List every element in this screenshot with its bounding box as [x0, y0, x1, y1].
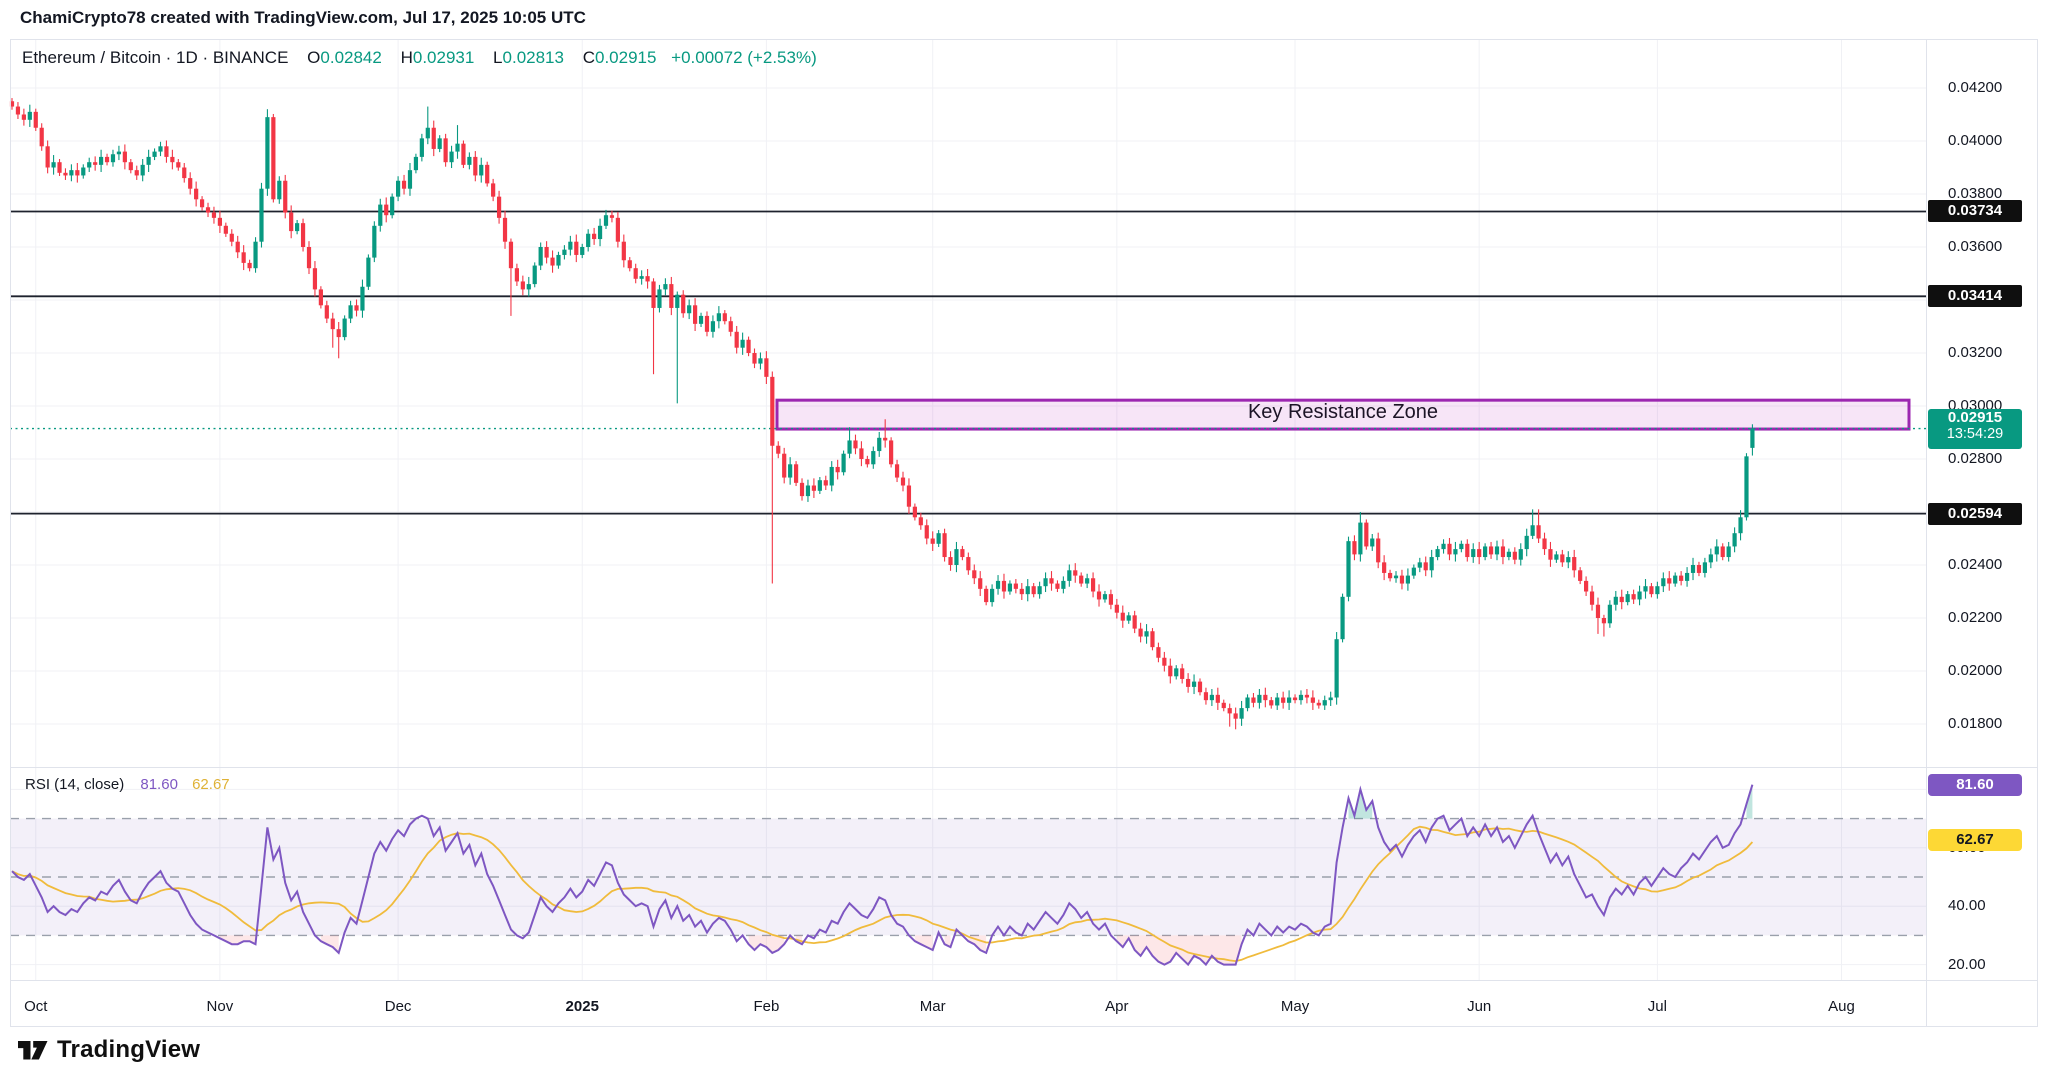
frame-top: [10, 39, 2038, 40]
time-axis-label: Aug: [1828, 998, 1855, 1015]
price-axis-label: 0.03800: [1948, 185, 2003, 202]
bar-countdown: 13:54:29: [1946, 425, 2004, 442]
level-price-badge: 0.02594: [1928, 502, 2022, 525]
level-price-badge: 0.03734: [1928, 200, 2022, 223]
time-axis-label: Apr: [1105, 998, 1129, 1015]
time-axis-label: Nov: [206, 998, 234, 1015]
low-value: 0.02813: [502, 48, 564, 67]
frame-right: [2037, 39, 2038, 1026]
open-label: O: [307, 48, 321, 67]
attribution-text: ChamiCrypto78 created with TradingView.c…: [20, 8, 586, 27]
time-axis-label: Jun: [1467, 998, 1492, 1015]
price-axis-label: 0.03200: [1948, 344, 2003, 361]
level-price-badge: 0.03414: [1928, 285, 2022, 308]
current-price-badge: 0.02915 13:54:29: [1928, 408, 2022, 449]
rsi-axis-label: 40.00: [1948, 897, 1986, 915]
price-axis-label: 0.04200: [1948, 79, 2003, 96]
price-axis-label: 0.01800: [1948, 715, 2003, 732]
rsi-indicator-row: RSI (14, close) 81.60 62.67: [25, 776, 230, 793]
open-value: 0.02842: [320, 48, 382, 67]
symbol-row: Ethereum / Bitcoin · 1D · BINANCE O0.028…: [22, 48, 817, 68]
time-axis-label: 2025: [565, 998, 599, 1015]
price-axis-label: 0.02000: [1948, 662, 2003, 679]
high-value: 0.02931: [412, 48, 475, 67]
time-axis-label: May: [1280, 998, 1310, 1015]
symbol-title[interactable]: Ethereum / Bitcoin · 1D · BINANCE: [22, 48, 289, 67]
high-label: H: [400, 48, 413, 67]
time-axis-label: Feb: [753, 998, 780, 1015]
rsi-label[interactable]: RSI (14, close): [25, 776, 125, 793]
price-axis-label: 0.02800: [1948, 450, 2003, 467]
rsi-ma-value: 62.67: [192, 776, 230, 793]
rsi-ma-value-badge: 62.67: [1928, 829, 2022, 851]
price-axis-label: 0.04000: [1948, 132, 2003, 149]
time-axis-label: Oct: [24, 998, 48, 1015]
price-axis-label: 0.02400: [1948, 556, 2003, 573]
change-value: +0.00072 (+2.53%): [671, 48, 817, 67]
frame-left: [10, 39, 11, 1026]
time-axis-label: Dec: [384, 998, 412, 1015]
frame-bottom: [10, 1026, 2038, 1027]
tradingview-logo-icon: [18, 1040, 48, 1059]
current-price-value: 0.02915: [1947, 408, 2003, 426]
close-value: 0.02915: [594, 48, 657, 67]
close-label: C: [582, 48, 595, 67]
time-axis-separator: [10, 980, 2038, 981]
time-axis-label: Jul: [1647, 998, 1667, 1015]
rsi-value: 81.60: [140, 776, 178, 793]
time-axis-label: Mar: [919, 998, 946, 1015]
resistance-zone-label[interactable]: Key Resistance Zone: [1247, 401, 1439, 423]
price-axis-label: 0.03600: [1948, 238, 2003, 255]
low-label: L: [493, 48, 503, 67]
tradingview-logo[interactable]: TradingView: [18, 1036, 200, 1064]
rsi-axis-label: 20.00: [1948, 955, 1986, 973]
price-axis-label: 0.02200: [1948, 609, 2003, 626]
price-axis-separator: [1926, 39, 1927, 1026]
pane-separator: [10, 767, 2038, 768]
tradingview-logo-text: TradingView: [57, 1036, 201, 1063]
rsi-value-badge: 81.60: [1928, 773, 2022, 796]
